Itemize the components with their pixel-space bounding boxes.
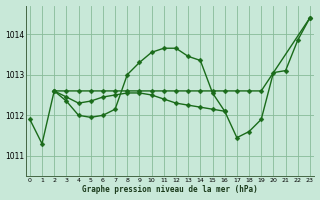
X-axis label: Graphe pression niveau de la mer (hPa): Graphe pression niveau de la mer (hPa) [82, 185, 258, 194]
